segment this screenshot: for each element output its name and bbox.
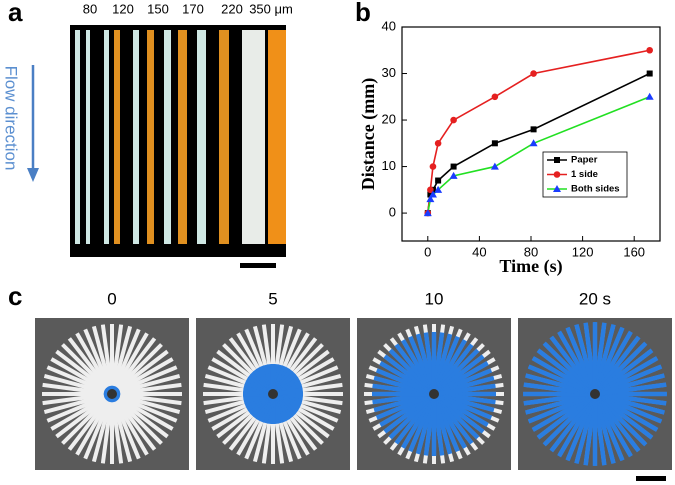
time-label: 10 [425,289,444,308]
photo-c [35,318,189,470]
marker [530,126,537,133]
panel-label: b [355,0,371,27]
marker [450,116,457,124]
x-tick-label: 160 [623,244,645,259]
marker [530,70,537,77]
marker [426,195,435,203]
photo-c [196,318,350,470]
marker [449,171,458,179]
time-label: 0 [107,289,116,308]
x-tick-label: 80 [524,244,538,259]
scale-bar [636,476,666,481]
marker [491,140,498,147]
hub [105,387,119,401]
y-axis-label: Distance (mm) [358,78,379,190]
y-tick-label: 10 [382,158,396,173]
series-line [427,49,650,214]
marker [429,163,437,170]
marker [423,209,432,217]
legend-label: 1 side [571,169,598,180]
strip [104,30,109,244]
width-label: 120 [112,1,134,16]
width-label: 150 [147,1,169,16]
marker [427,191,434,198]
strip [86,30,90,244]
marker [450,163,457,170]
scale-bar [240,263,276,268]
dye-fiber [433,383,496,397]
marker [646,46,653,54]
time-label: 20 s [579,289,611,308]
fiber [111,382,182,396]
plot-frame [401,26,661,242]
dye [523,322,667,466]
marker [428,190,437,198]
panel-label: a [8,0,23,27]
marker [434,140,442,147]
width-label: 80 [83,1,97,16]
time-label: 5 [268,289,277,308]
hub [427,387,441,401]
x-tick-label: 40 [472,244,486,259]
strip [75,30,80,244]
width-label: 350 μm [249,1,293,16]
x-tick-label: 0 [424,244,431,259]
marker [553,171,561,178]
legend-label: Both sides [571,184,620,195]
strip [197,30,206,244]
width-label: 170 [182,1,204,16]
y-tick-label: 40 [382,18,396,33]
marker [645,92,654,100]
photo-c [518,318,672,470]
strip [219,30,229,244]
hub [266,387,280,401]
strip [164,30,171,244]
strip [133,30,139,244]
strip [242,30,265,244]
panel-b: b 0 40 80 120 160 0 10 20 30 40 Time (s) Distance (… [355,0,661,277]
strip [114,30,120,244]
hub [588,387,602,401]
marker [491,93,499,101]
legend-label: Paper [571,155,598,166]
arrow-label: Flow direction [2,66,21,171]
photo-c [357,318,511,470]
marker [646,70,653,77]
dye [372,332,496,456]
marker [490,162,499,170]
y-tick-label: 30 [382,65,396,80]
panel-c: c 0 5 10 20 s [8,281,672,481]
x-axis-label: Time (s) [499,256,562,277]
dye-fiber [594,382,667,397]
width-label: 220 [221,1,243,16]
marker [427,186,434,194]
marker [529,139,538,147]
marker [435,177,442,184]
strip [147,30,154,244]
arrow-head [27,168,39,182]
marker [554,157,560,163]
x-tick-label: 120 [572,244,594,259]
strip [268,30,286,244]
panel-a: a Flow direction 80 120 150 170 220 350 μm [2,0,293,268]
y-tick-label: 0 [389,205,396,220]
marker [434,185,443,193]
marker [553,185,561,192]
panel-label: c [8,281,22,311]
strip [178,30,187,244]
y-tick-label: 20 [382,111,396,126]
